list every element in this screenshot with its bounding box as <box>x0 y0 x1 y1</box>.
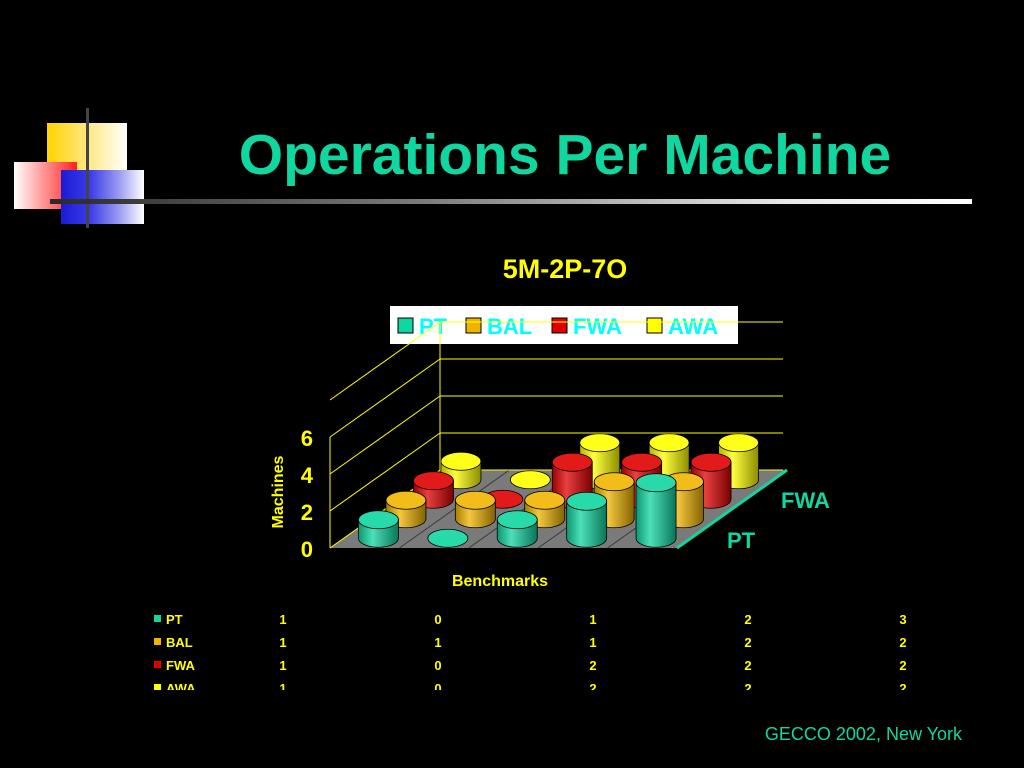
bar-top <box>579 433 621 453</box>
table-swatch-bal <box>154 638 161 645</box>
floor-line <box>399 469 510 549</box>
bar-top <box>509 470 551 490</box>
bar-top <box>551 452 593 472</box>
bar-top <box>496 510 538 530</box>
table-cell: 1 <box>589 635 596 650</box>
legend-swatch-fwa <box>551 317 568 334</box>
y-tick-label: 6 <box>301 426 313 451</box>
bar-top <box>454 490 496 510</box>
bar-pt <box>358 510 399 548</box>
bar-body <box>635 482 677 548</box>
depth-label-fwa: FWA <box>781 488 830 513</box>
table-swatch-pt <box>154 615 161 622</box>
gridline-side <box>329 395 441 475</box>
table-swatch-fwa <box>154 661 161 668</box>
table-cell: 2 <box>899 635 906 650</box>
table-cell: 1 <box>434 635 441 650</box>
y-tick-label: 4 <box>301 463 314 488</box>
table-cell: 1 <box>279 681 286 696</box>
y-axis-title: Machines <box>270 455 287 528</box>
bar-top <box>358 510 399 530</box>
table-cell: 2 <box>899 681 906 696</box>
table-cell: 3 <box>899 612 906 627</box>
table-cell: 2 <box>899 658 906 673</box>
table-cell: 0 <box>434 681 441 696</box>
decor-blue-square <box>61 170 144 224</box>
legend-label-bal: BAL <box>487 314 532 339</box>
gridline-side <box>329 432 441 512</box>
table-swatch-awa <box>154 684 161 690</box>
bar-pt <box>566 491 608 548</box>
data-table: PT 1 0 1 2 3 BAL 1 1 1 2 2 FWA 1 0 2 2 2 AWA 1 0 2 2 2 <box>154 612 907 696</box>
table-series-label: AWA <box>166 681 196 696</box>
bar-pt <box>635 473 677 548</box>
bar-awa <box>509 470 551 490</box>
table-cell: 2 <box>744 612 751 627</box>
table-cell: 1 <box>279 635 286 650</box>
bar-pt <box>496 510 538 548</box>
legend-label-fwa: FWA <box>573 314 622 339</box>
y-tick-label: 2 <box>301 500 313 525</box>
bar-pt <box>427 528 469 548</box>
bar-top <box>621 452 663 472</box>
chart-legend: PTBALFWAAWA <box>390 306 738 344</box>
table-cell: 2 <box>744 681 751 696</box>
bar-top <box>648 433 690 453</box>
table-series-label: PT <box>166 612 183 627</box>
bar-top <box>385 490 427 510</box>
depth-axis-line <box>676 468 788 550</box>
footer-text: GECCO 2002, New York <box>764 724 962 744</box>
bar-top <box>566 491 608 511</box>
table-cell: 1 <box>589 612 596 627</box>
bar-top <box>690 452 732 472</box>
legend-swatch-pt <box>397 317 414 334</box>
title-underline <box>50 199 972 204</box>
y-tick-label: 0 <box>301 537 313 562</box>
table-series-label: BAL <box>166 635 193 650</box>
bar-top <box>427 528 469 548</box>
bar-bal <box>454 490 496 529</box>
table-cell: 2 <box>744 635 751 650</box>
plot-area <box>329 321 788 550</box>
table-cell: 2 <box>744 658 751 673</box>
table-cell: 0 <box>434 658 441 673</box>
bar-top <box>440 451 482 471</box>
depth-label-pt: PT <box>727 528 756 553</box>
chart-title: 5M-2P-7O <box>503 254 628 284</box>
bar-top <box>593 472 635 492</box>
table-cell: 0 <box>434 612 441 627</box>
page-title: Operations Per Machine <box>238 123 892 187</box>
legend-swatch-awa <box>646 317 663 334</box>
bar-top <box>524 490 566 510</box>
decor-vertical-line <box>86 108 89 228</box>
table-cell: 2 <box>589 681 596 696</box>
table-cell: 1 <box>279 658 286 673</box>
x-axis-title: Benchmarks <box>452 573 548 590</box>
legend-swatch-bal <box>465 317 482 334</box>
gridline-side <box>329 358 441 438</box>
gridline-side <box>329 321 441 401</box>
bar-top <box>718 433 759 453</box>
bar-top <box>413 471 454 491</box>
table-cell: 2 <box>589 658 596 673</box>
legend-label-awa: AWA <box>668 314 718 339</box>
bar-body <box>566 500 608 548</box>
bar-top <box>635 473 677 493</box>
table-series-label: FWA <box>166 658 195 673</box>
table-cell: 1 <box>279 612 286 627</box>
